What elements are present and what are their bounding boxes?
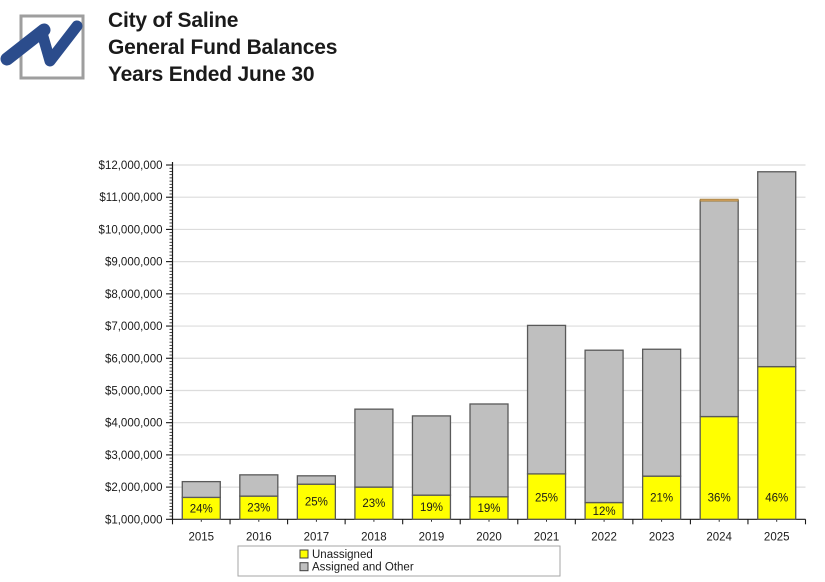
x-axis-year-label: 2015 bbox=[188, 532, 214, 544]
bar-unassigned-2021 bbox=[526, 473, 567, 520]
bar-assigned-and-other-2018 bbox=[354, 408, 394, 488]
percent-label-2015: 24% bbox=[190, 503, 213, 515]
bar-assigned-and-other-2021 bbox=[526, 324, 567, 475]
x-axis-year-label: 2023 bbox=[649, 532, 675, 544]
x-axis-year-label: 2020 bbox=[476, 532, 502, 544]
y-axis-tick-label: $10,000,000 bbox=[99, 224, 163, 236]
title-line-3: Years Ended June 30 bbox=[108, 63, 315, 86]
legend-swatch-assigned-and-other bbox=[299, 562, 309, 572]
bar-assigned-and-other-2015 bbox=[181, 480, 221, 499]
legend-label-unassigned: Unassigned bbox=[312, 549, 373, 561]
bar-cap-segment-2024 bbox=[699, 198, 739, 202]
percent-label-2025: 46% bbox=[765, 492, 788, 504]
bar-assigned-and-other-2016 bbox=[239, 474, 279, 497]
page-title: City of Saline General Fund Balances Yea… bbox=[108, 7, 337, 88]
bar-assigned-and-other-2019 bbox=[411, 415, 452, 496]
y-axis-tick-label: $8,000,000 bbox=[105, 289, 163, 301]
bar-unassigned-2024 bbox=[699, 415, 739, 520]
x-axis-year-label: 2021 bbox=[534, 532, 560, 544]
percent-label-2019: 19% bbox=[420, 502, 443, 514]
bar-assigned-and-other-2024 bbox=[699, 199, 739, 418]
percent-label-2018: 23% bbox=[362, 498, 385, 510]
y-axis-tick-label: $5,000,000 bbox=[105, 385, 163, 397]
y-axis-tick-label: $9,000,000 bbox=[105, 257, 163, 269]
percent-label-2020: 19% bbox=[477, 503, 500, 515]
legend-swatch-unassigned bbox=[299, 549, 309, 559]
x-axis-year-label: 2018 bbox=[361, 532, 387, 544]
bar-assigned-and-other-2020 bbox=[469, 403, 509, 498]
city-logo bbox=[0, 14, 85, 80]
legend-label-assigned-and-other: Assigned and Other bbox=[312, 562, 414, 574]
percent-label-2016: 23% bbox=[247, 503, 270, 515]
percent-label-2017: 25% bbox=[305, 497, 328, 509]
y-axis-tick-label: $12,000,000 bbox=[99, 160, 163, 172]
bar-unassigned-2025 bbox=[757, 365, 797, 520]
y-axis-tick-label: $2,000,000 bbox=[105, 482, 163, 494]
y-axis-tick-label: $3,000,000 bbox=[105, 450, 163, 462]
bar-assigned-and-other-2023 bbox=[641, 348, 682, 477]
x-axis-year-label: 2016 bbox=[246, 532, 272, 544]
x-axis-year-label: 2024 bbox=[706, 532, 732, 544]
y-axis-tick-label: $6,000,000 bbox=[105, 353, 163, 365]
percent-label-2023: 21% bbox=[650, 493, 673, 505]
legend-box bbox=[237, 545, 561, 577]
y-axis-tick-label: $7,000,000 bbox=[105, 321, 163, 333]
title-line-1: City of Saline bbox=[108, 9, 239, 32]
y-axis-tick-label: $11,000,000 bbox=[99, 192, 162, 204]
y-axis-tick-label: $4,000,000 bbox=[105, 418, 163, 430]
percent-label-2021: 25% bbox=[535, 492, 558, 504]
percent-label-2024: 36% bbox=[708, 492, 731, 504]
bar-assigned-and-other-2025 bbox=[757, 171, 797, 368]
logo-swoosh-icon-2 bbox=[36, 20, 83, 67]
bar-assigned-and-other-2017 bbox=[296, 475, 337, 485]
x-axis-year-label: 2017 bbox=[304, 532, 330, 544]
bar-unassigned-2019 bbox=[411, 494, 452, 520]
x-axis-year-label: 2019 bbox=[419, 532, 445, 544]
title-line-2: General Fund Balances bbox=[108, 36, 338, 59]
x-axis-year-label: 2022 bbox=[591, 532, 617, 544]
percent-label-2022: 12% bbox=[593, 506, 616, 518]
x-axis-year-label: 2025 bbox=[764, 532, 790, 544]
y-axis-tick-label: $1,000,000 bbox=[105, 514, 163, 526]
bar-assigned-and-other-2022 bbox=[584, 349, 624, 504]
